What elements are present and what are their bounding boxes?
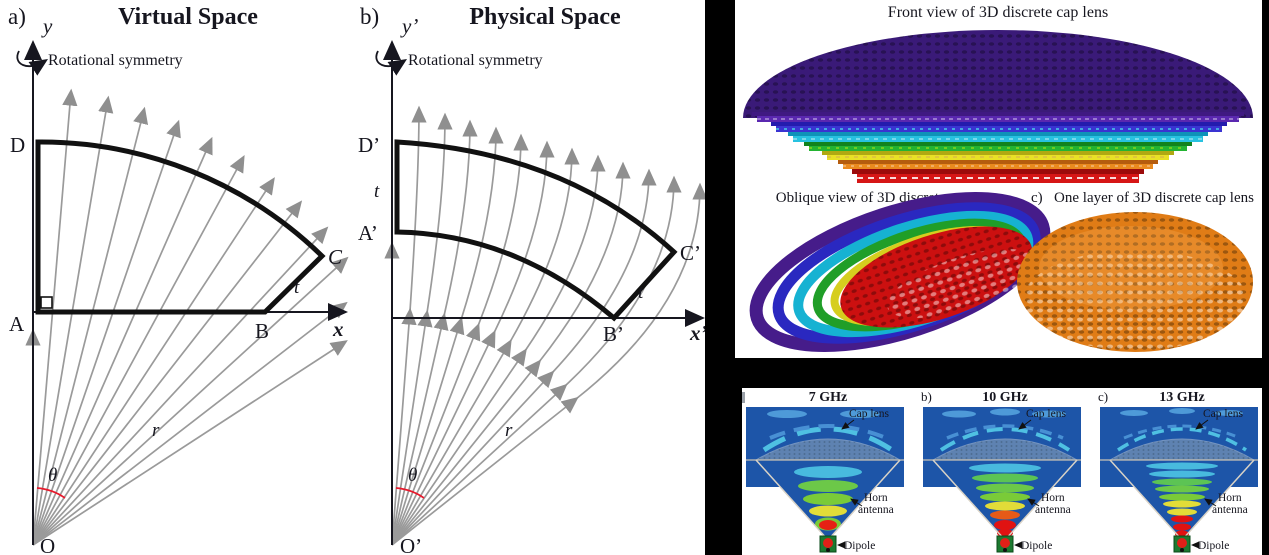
cap-lens-label: Cap lens (1203, 408, 1243, 420)
virtual-tag: a) (8, 4, 26, 29)
sim-panel-13ghz: c) 13 GHz (1098, 389, 1258, 553)
wavefronts-above-lens (762, 410, 894, 453)
wavefronts-above-lens (1117, 408, 1247, 452)
one-layer-title: One layer of 3D discrete cap lens (1054, 190, 1254, 206)
cap-lens-dome (754, 438, 902, 461)
physical-space-diagram: b) Physical Space (358, 4, 705, 555)
cap-lens-dome (931, 438, 1079, 461)
label-C: C (328, 245, 343, 269)
sim-freq-title: 7 GHz (809, 390, 848, 405)
physical-title: Physical Space (469, 4, 621, 30)
virtual-theta-label: θ (48, 465, 57, 486)
horn-label-2: antenna (858, 504, 894, 516)
horn-label-1: Horn (1218, 492, 1242, 504)
dipole-feed (996, 535, 1014, 553)
label-D: D (10, 133, 25, 157)
layer-red (852, 169, 1144, 183)
cap-lens-label: Cap lens (849, 408, 889, 420)
dipole-label: Dipole (1021, 540, 1052, 552)
virtual-rotational-label: Rotational symmetry (48, 52, 183, 69)
sim-freq-title: 10 GHz (982, 390, 1028, 405)
virtual-t-label: t (294, 277, 300, 298)
right-angle-marker (40, 296, 53, 309)
dipole-label: Dipole (1198, 540, 1229, 552)
physical-r-label: r (505, 420, 513, 441)
sim-panel-tag: c) (1098, 389, 1108, 404)
sim-annotations: Cap lens Horn antenna Dipole (1014, 408, 1071, 552)
horn-outline (755, 459, 901, 541)
front-view-title: Front view of 3D discrete cap lens (888, 4, 1108, 21)
horn-label-1: Horn (1041, 492, 1065, 504)
layer-orange (838, 160, 1158, 169)
label-B-prime: B’ (603, 322, 624, 346)
virtual-title: Virtual Space (118, 4, 258, 30)
physical-theta-arc (395, 487, 425, 499)
virtual-theta-arc (36, 487, 66, 499)
physical-lens-outline (394, 139, 678, 322)
layer-violet (752, 112, 1244, 122)
horn-outline (1109, 459, 1255, 541)
front-view-layer-stack (752, 112, 1244, 183)
physical-t-left-label: t (374, 181, 380, 202)
virtual-y-label: y (41, 14, 53, 38)
layer-yellow (822, 151, 1174, 160)
front-view-dome (743, 30, 1253, 118)
virtual-lens-outline (35, 139, 326, 315)
cap-lens-label: Cap lens (1026, 408, 1066, 420)
dipole-label: Dipole (844, 540, 875, 552)
horn-label-1: Horn (864, 492, 888, 504)
virtual-r-label: r (152, 420, 160, 441)
one-layer-tag: c) (1031, 190, 1043, 206)
physical-tag: b) (360, 4, 379, 29)
rotation-arrow-icon (16, 50, 49, 76)
wavefronts-in-horn (969, 463, 1041, 537)
label-D-prime: D’ (358, 133, 380, 157)
label-A-prime: A’ (358, 221, 378, 245)
physical-y-label: y’ (400, 14, 418, 38)
rotation-arrow-icon (375, 50, 408, 76)
cap-lens-dome (1108, 438, 1256, 461)
layer-blue (771, 122, 1227, 132)
physical-field-lines (384, 105, 705, 546)
label-O: O (40, 534, 55, 555)
sim-freq-title: 13 GHz (1159, 390, 1205, 405)
horn-label-2: antenna (1212, 504, 1248, 516)
virtual-x-label: x (332, 317, 344, 341)
layer-cyan (788, 132, 1208, 142)
cropped-panel-tag (742, 392, 745, 403)
one-layer-lens (1017, 212, 1253, 352)
virtual-space-diagram: a) Virtual Space (8, 4, 349, 555)
oblique-view-lens (749, 191, 1051, 353)
wavefronts-above-lens (939, 408, 1071, 452)
sim-panel-tag: b) (921, 389, 932, 404)
physical-theta-label: θ (408, 465, 417, 486)
simulation-strip: 7 GHz (742, 388, 1262, 555)
label-O-prime: O’ (400, 534, 422, 555)
transformation-diagrams: a) Virtual Space (8, 4, 705, 555)
label-C-prime: C’ (680, 241, 701, 265)
dipole-feed (1173, 535, 1191, 553)
label-B: B (255, 319, 269, 343)
physical-t-right-label: t (638, 282, 644, 303)
physical-x-label: x’ (689, 321, 705, 345)
wavefronts-in-horn (794, 466, 862, 531)
lens-views-panel: Front view of 3D discrete cap lens (735, 0, 1262, 358)
sim-annotations: Cap lens Horn antenna Dipole (1191, 408, 1248, 552)
horn-outline (932, 459, 1078, 541)
sim-panel-7ghz: 7 GHz (742, 390, 904, 553)
label-A: A (9, 312, 25, 336)
sim-annotations: Cap lens Horn antenna Dipole (837, 408, 894, 552)
physical-rotational-label: Rotational symmetry (408, 52, 543, 69)
sim-panel-10ghz: b) 10 GHz (921, 389, 1081, 553)
dipole-feed (819, 535, 837, 553)
layer-green (804, 142, 1192, 151)
horn-label-2: antenna (1035, 504, 1071, 516)
virtual-rays (25, 88, 349, 546)
wavefronts-in-horn (1146, 462, 1218, 538)
